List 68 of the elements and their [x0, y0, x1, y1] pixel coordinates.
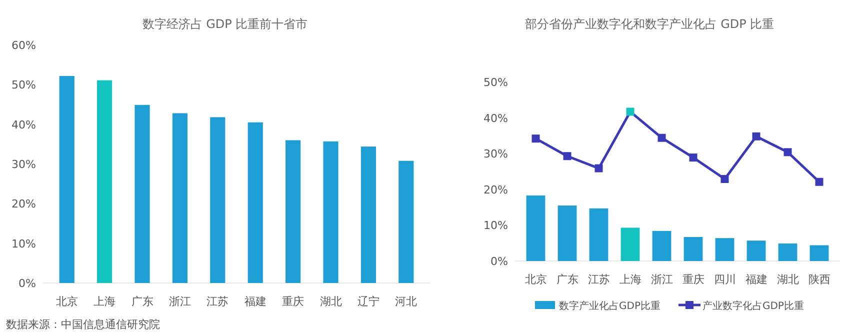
point [752, 132, 760, 140]
point [532, 134, 540, 143]
bar [97, 80, 112, 283]
x-tick-label: 陕西 [808, 273, 830, 286]
legend-label: 数字产业化占GDP比重 [559, 300, 660, 312]
x-tick-label: 浙江 [650, 273, 673, 286]
bar [620, 228, 640, 261]
x-tick-label: 上海 [619, 273, 642, 286]
bar [684, 237, 703, 261]
bar [286, 140, 301, 283]
x-tick-label: 广东 [556, 273, 578, 286]
y-tick-label: 50% [484, 76, 508, 89]
x-tick-label: 福建 [745, 273, 768, 286]
bar [810, 245, 829, 261]
bar [778, 243, 798, 261]
bar [323, 141, 338, 283]
point [720, 175, 729, 184]
point [815, 178, 824, 186]
y-tick-label: 10% [12, 237, 36, 250]
y-tick-label: 30% [484, 148, 508, 161]
bar [398, 160, 414, 283]
x-tick-label: 北京 [524, 273, 547, 286]
x-tick-label: 重庆 [282, 295, 304, 308]
point [784, 148, 792, 156]
x-tick-label: 福建 [244, 295, 266, 308]
x-tick-label: 重庆 [682, 273, 704, 286]
x-tick-label: 浙江 [168, 295, 191, 308]
x-tick-label: 江苏 [588, 273, 610, 286]
bar [589, 208, 608, 261]
chart-title: 数字经济占 GDP 比重前十省市 [142, 17, 308, 31]
bar [715, 238, 734, 261]
x-tick-label: 上海 [94, 295, 116, 308]
x-tick-label: 江苏 [206, 295, 229, 308]
point [689, 154, 698, 162]
x-tick-label: 湖北 [776, 273, 799, 286]
y-tick-label: 40% [12, 118, 36, 132]
bar [59, 76, 74, 283]
y-tick-label: 0% [18, 277, 36, 290]
bar [746, 240, 766, 261]
y-tick-label: 30% [12, 158, 36, 171]
source-note: 数据来源：中国信息通信研究院 [6, 318, 160, 331]
y-tick-label: 40% [484, 112, 508, 125]
legend-label: 产业数字化占GDP比重 [702, 300, 804, 312]
point [658, 134, 666, 142]
chart-title: 部分省份产业数字化和数字产业化占 GDP 比重 [524, 17, 774, 31]
x-tick-label: 四川 [714, 273, 736, 286]
y-tick-label: 0% [490, 255, 508, 268]
y-tick-label: 50% [12, 78, 36, 92]
y-tick-label: 60% [12, 39, 36, 52]
y-tick-label: 10% [484, 219, 508, 232]
bar [360, 146, 376, 283]
y-tick-label: 20% [12, 198, 36, 211]
bar [558, 206, 577, 261]
bar [172, 113, 188, 283]
bar [652, 230, 672, 261]
point [626, 108, 634, 116]
point [594, 164, 603, 172]
bar [248, 122, 263, 283]
bar [526, 195, 546, 261]
x-tick-label: 辽宁 [357, 295, 380, 308]
x-tick-label: 北京 [56, 295, 78, 308]
point [563, 152, 572, 160]
x-tick-label: 广东 [131, 295, 154, 308]
x-tick-label: 湖北 [320, 295, 342, 308]
bar [210, 117, 226, 283]
y-tick-label: 20% [484, 183, 508, 196]
x-tick-label: 河北 [395, 295, 418, 308]
bar [134, 104, 150, 283]
